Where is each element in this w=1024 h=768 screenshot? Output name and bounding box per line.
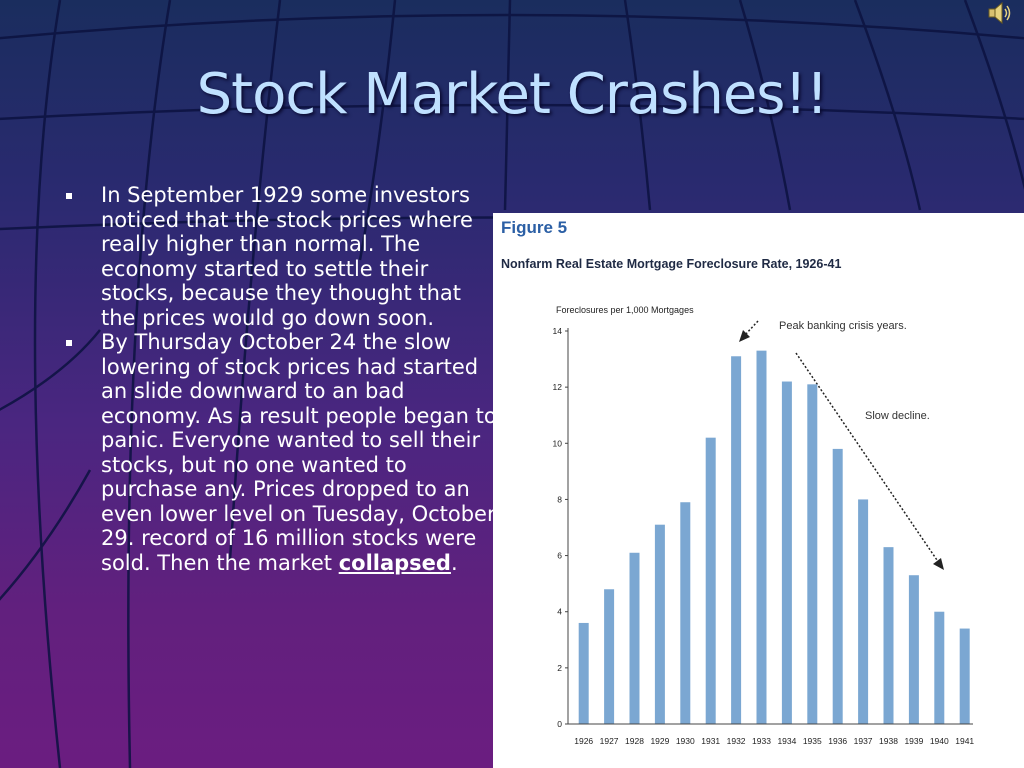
slide-title: Stock Market Crashes!! [196, 62, 829, 127]
x-tick-group: 1926 1927 1928 1929 1930 1931 1932 1933 1934 1935… [574, 736, 974, 746]
bar-1934 [781, 381, 792, 724]
x-tick-label: 1927 [600, 736, 619, 746]
y-tick-label: 2 [557, 663, 562, 673]
bar-1931 [705, 437, 716, 724]
bar-1930 [680, 502, 691, 724]
x-tick-label: 1940 [930, 736, 949, 746]
x-tick-label: 1935 [803, 736, 822, 746]
y-tick-label: 14 [553, 326, 563, 336]
x-tick-label: 1929 [650, 736, 669, 746]
annotation-decline: Slow decline. [865, 410, 930, 422]
decline-arrowhead [933, 558, 944, 570]
speaker-icon[interactable] [986, 0, 1014, 26]
x-tick-label: 1926 [574, 736, 593, 746]
bullet-text-end: . [450, 550, 458, 575]
bullet-list: In September 1929 some investors noticed… [60, 183, 500, 575]
bar-1936 [832, 448, 843, 724]
bar-1940 [934, 611, 945, 724]
figure-title: Nonfarm Real Estate Mortgage Foreclosure… [501, 257, 842, 271]
bar-1941 [959, 628, 970, 724]
y-axis-label: Foreclosures per 1,000 Mortgages [556, 305, 694, 315]
bar-1933 [756, 350, 767, 724]
x-tick-label: 1932 [727, 736, 746, 746]
y-tick-group: 0 2 4 6 8 10 12 14 [553, 326, 568, 729]
y-tick-label: 0 [557, 719, 562, 729]
x-tick-label: 1928 [625, 736, 644, 746]
bar-1929 [654, 524, 665, 724]
bar-1932 [731, 356, 742, 724]
x-tick-label: 1937 [854, 736, 873, 746]
bar-1938 [883, 547, 894, 724]
bullet-text: By Thursday October 24 the slow lowering… [101, 330, 497, 575]
bar-1937 [858, 499, 869, 724]
y-tick-label: 10 [553, 438, 563, 448]
bullet-square-icon [66, 340, 72, 346]
x-tick-label: 1938 [879, 736, 898, 746]
bar-1926 [578, 622, 589, 724]
y-tick-label: 8 [557, 494, 562, 504]
y-tick-label: 6 [557, 551, 562, 561]
bar-1939 [908, 575, 919, 724]
bullet-text: In September 1929 some investors noticed… [101, 183, 473, 330]
x-tick-label: 1933 [752, 736, 771, 746]
annotation-arrows [744, 320, 940, 564]
peak-arrowhead [739, 330, 750, 342]
annotation-peak: Peak banking crisis years. [779, 320, 907, 332]
bar-group [578, 350, 970, 724]
x-tick-label: 1934 [777, 736, 796, 746]
x-tick-label: 1931 [701, 736, 720, 746]
x-tick-label: 1936 [828, 736, 847, 746]
bar-1928 [629, 552, 640, 724]
x-tick-label: 1930 [676, 736, 695, 746]
bullet-item: By Thursday October 24 the slow lowering… [60, 330, 500, 575]
peak-arrow [744, 320, 759, 336]
collapsed-link[interactable]: collapsed [338, 550, 451, 575]
y-tick-label: 4 [557, 607, 562, 617]
bullet-square-icon [66, 193, 72, 199]
bullet-item: In September 1929 some investors noticed… [60, 183, 500, 330]
x-tick-label: 1939 [904, 736, 923, 746]
bar-1927 [604, 589, 615, 724]
figure-label: Figure 5 [501, 218, 568, 237]
y-tick-label: 12 [553, 382, 563, 392]
figure-panel: Figure 5 Nonfarm Real Estate Mortgage Fo… [493, 213, 1024, 768]
x-tick-label: 1941 [955, 736, 974, 746]
bar-1935 [807, 384, 818, 724]
foreclosure-bar-chart: Foreclosures per 1,000 Mortgages Peak ba… [553, 305, 975, 746]
